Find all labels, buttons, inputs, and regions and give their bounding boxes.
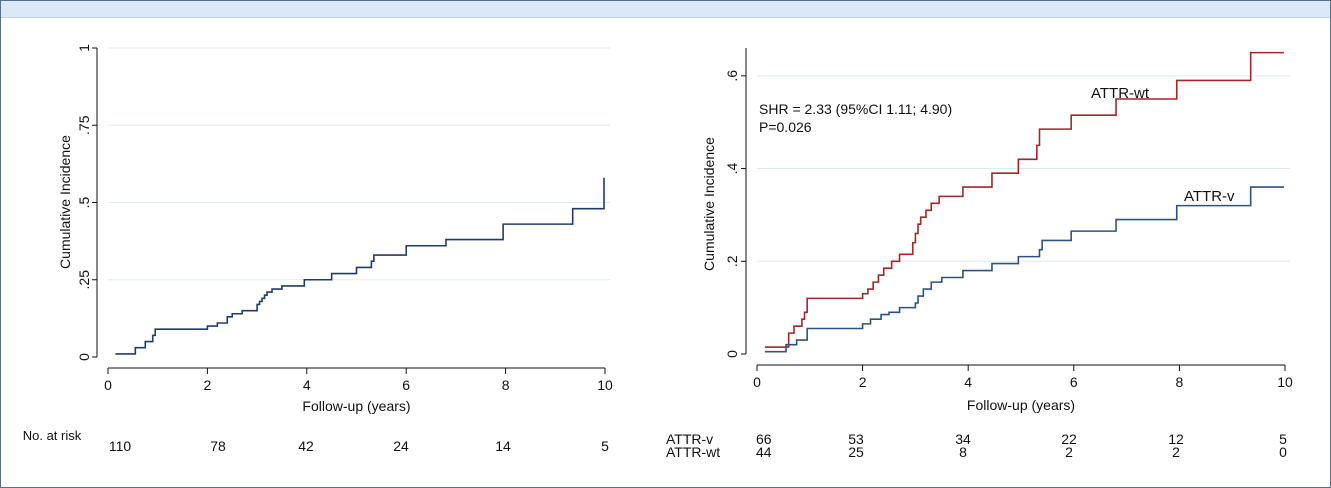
- x-tick-label: 10: [1277, 374, 1293, 390]
- risk-number: 14: [495, 438, 511, 454]
- y-tick-label: .5: [76, 196, 92, 208]
- risk-table-title: No. at risk: [23, 428, 82, 443]
- y-axis-label: Cumulative Incidence: [701, 137, 717, 271]
- y-tick-label: .75: [76, 115, 92, 135]
- y-tick-label: .2: [724, 255, 740, 267]
- x-tick-label: 8: [1176, 374, 1184, 390]
- series-label-attr-wt: ATTR-wt: [1091, 85, 1150, 102]
- x-tick-label: 2: [859, 374, 867, 390]
- risk-number: 78: [210, 438, 226, 454]
- x-axis-label: Follow-up (years): [302, 398, 410, 414]
- y-axis-label: Cumulative Incidence: [57, 135, 73, 269]
- risk-number: 5: [601, 438, 609, 454]
- x-tick-label: 6: [402, 377, 410, 393]
- risk-number: 12: [1168, 431, 1184, 447]
- risk-row-label: ATTR-v: [666, 431, 713, 447]
- series-line-attr-wt: [764, 51, 1284, 348]
- series-line-overall: [115, 177, 605, 355]
- x-tick-label: 4: [303, 377, 311, 393]
- risk-number: 34: [955, 431, 971, 447]
- x-tick-label: 0: [104, 377, 112, 393]
- risk-number: 44: [756, 444, 772, 460]
- risk-number: 110: [109, 438, 132, 454]
- risk-number: 66: [756, 431, 772, 447]
- x-tick-label: 8: [502, 377, 510, 393]
- risk-row-label: ATTR-wt: [666, 444, 720, 460]
- y-tick-label: 1: [76, 44, 92, 52]
- x-tick-label: 10: [597, 377, 613, 393]
- x-tick-label: 0: [753, 374, 761, 390]
- p-value-annotation: P=0.026: [759, 119, 812, 135]
- risk-number: 8: [959, 444, 967, 460]
- y-tick-label: .4: [724, 162, 740, 174]
- x-tick-label: 2: [204, 377, 212, 393]
- risk-number: 53: [848, 431, 864, 447]
- header-band: [1, 1, 1330, 18]
- risk-number: 2: [1065, 444, 1073, 460]
- x-tick-label: 6: [1070, 374, 1078, 390]
- y-tick-label: 0: [76, 353, 92, 361]
- risk-number: 5: [1279, 431, 1287, 447]
- shr-annotation: SHR = 2.33 (95%CI 1.11; 4.90): [759, 101, 952, 117]
- risk-number: 22: [1061, 431, 1077, 447]
- y-tick-label: .6: [724, 70, 740, 82]
- series-label-attr-v: ATTR-v: [1184, 188, 1235, 205]
- x-tick-label: 4: [964, 374, 972, 390]
- risk-number: 25: [848, 444, 864, 460]
- y-tick-label: 0: [724, 350, 740, 358]
- series-line-attr-v: [764, 186, 1284, 353]
- risk-number: 2: [1172, 444, 1180, 460]
- x-axis-label: Follow-up (years): [967, 397, 1075, 413]
- risk-number: 42: [298, 438, 314, 454]
- y-tick-label: .25: [76, 270, 92, 290]
- risk-number: 0: [1279, 444, 1287, 460]
- risk-number: 24: [393, 438, 409, 454]
